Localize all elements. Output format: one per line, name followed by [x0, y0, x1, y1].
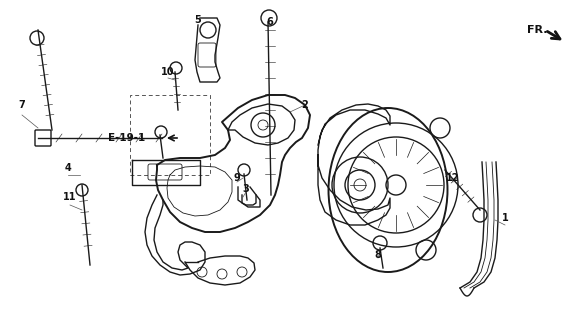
Text: E-19-1: E-19-1: [108, 133, 145, 143]
Text: 7: 7: [19, 100, 26, 110]
Text: 11: 11: [63, 192, 77, 202]
Text: 10: 10: [161, 67, 175, 77]
Text: 3: 3: [242, 184, 249, 194]
Text: 6: 6: [267, 17, 273, 27]
Text: 1: 1: [502, 213, 509, 223]
Text: 12: 12: [446, 173, 460, 183]
Text: 9: 9: [234, 173, 240, 183]
Bar: [130, 95, 210, 175]
Text: 8: 8: [375, 250, 382, 260]
Text: 5: 5: [195, 15, 201, 25]
Text: FR.: FR.: [527, 25, 548, 35]
Text: 2: 2: [302, 100, 309, 110]
Text: 4: 4: [64, 163, 71, 173]
